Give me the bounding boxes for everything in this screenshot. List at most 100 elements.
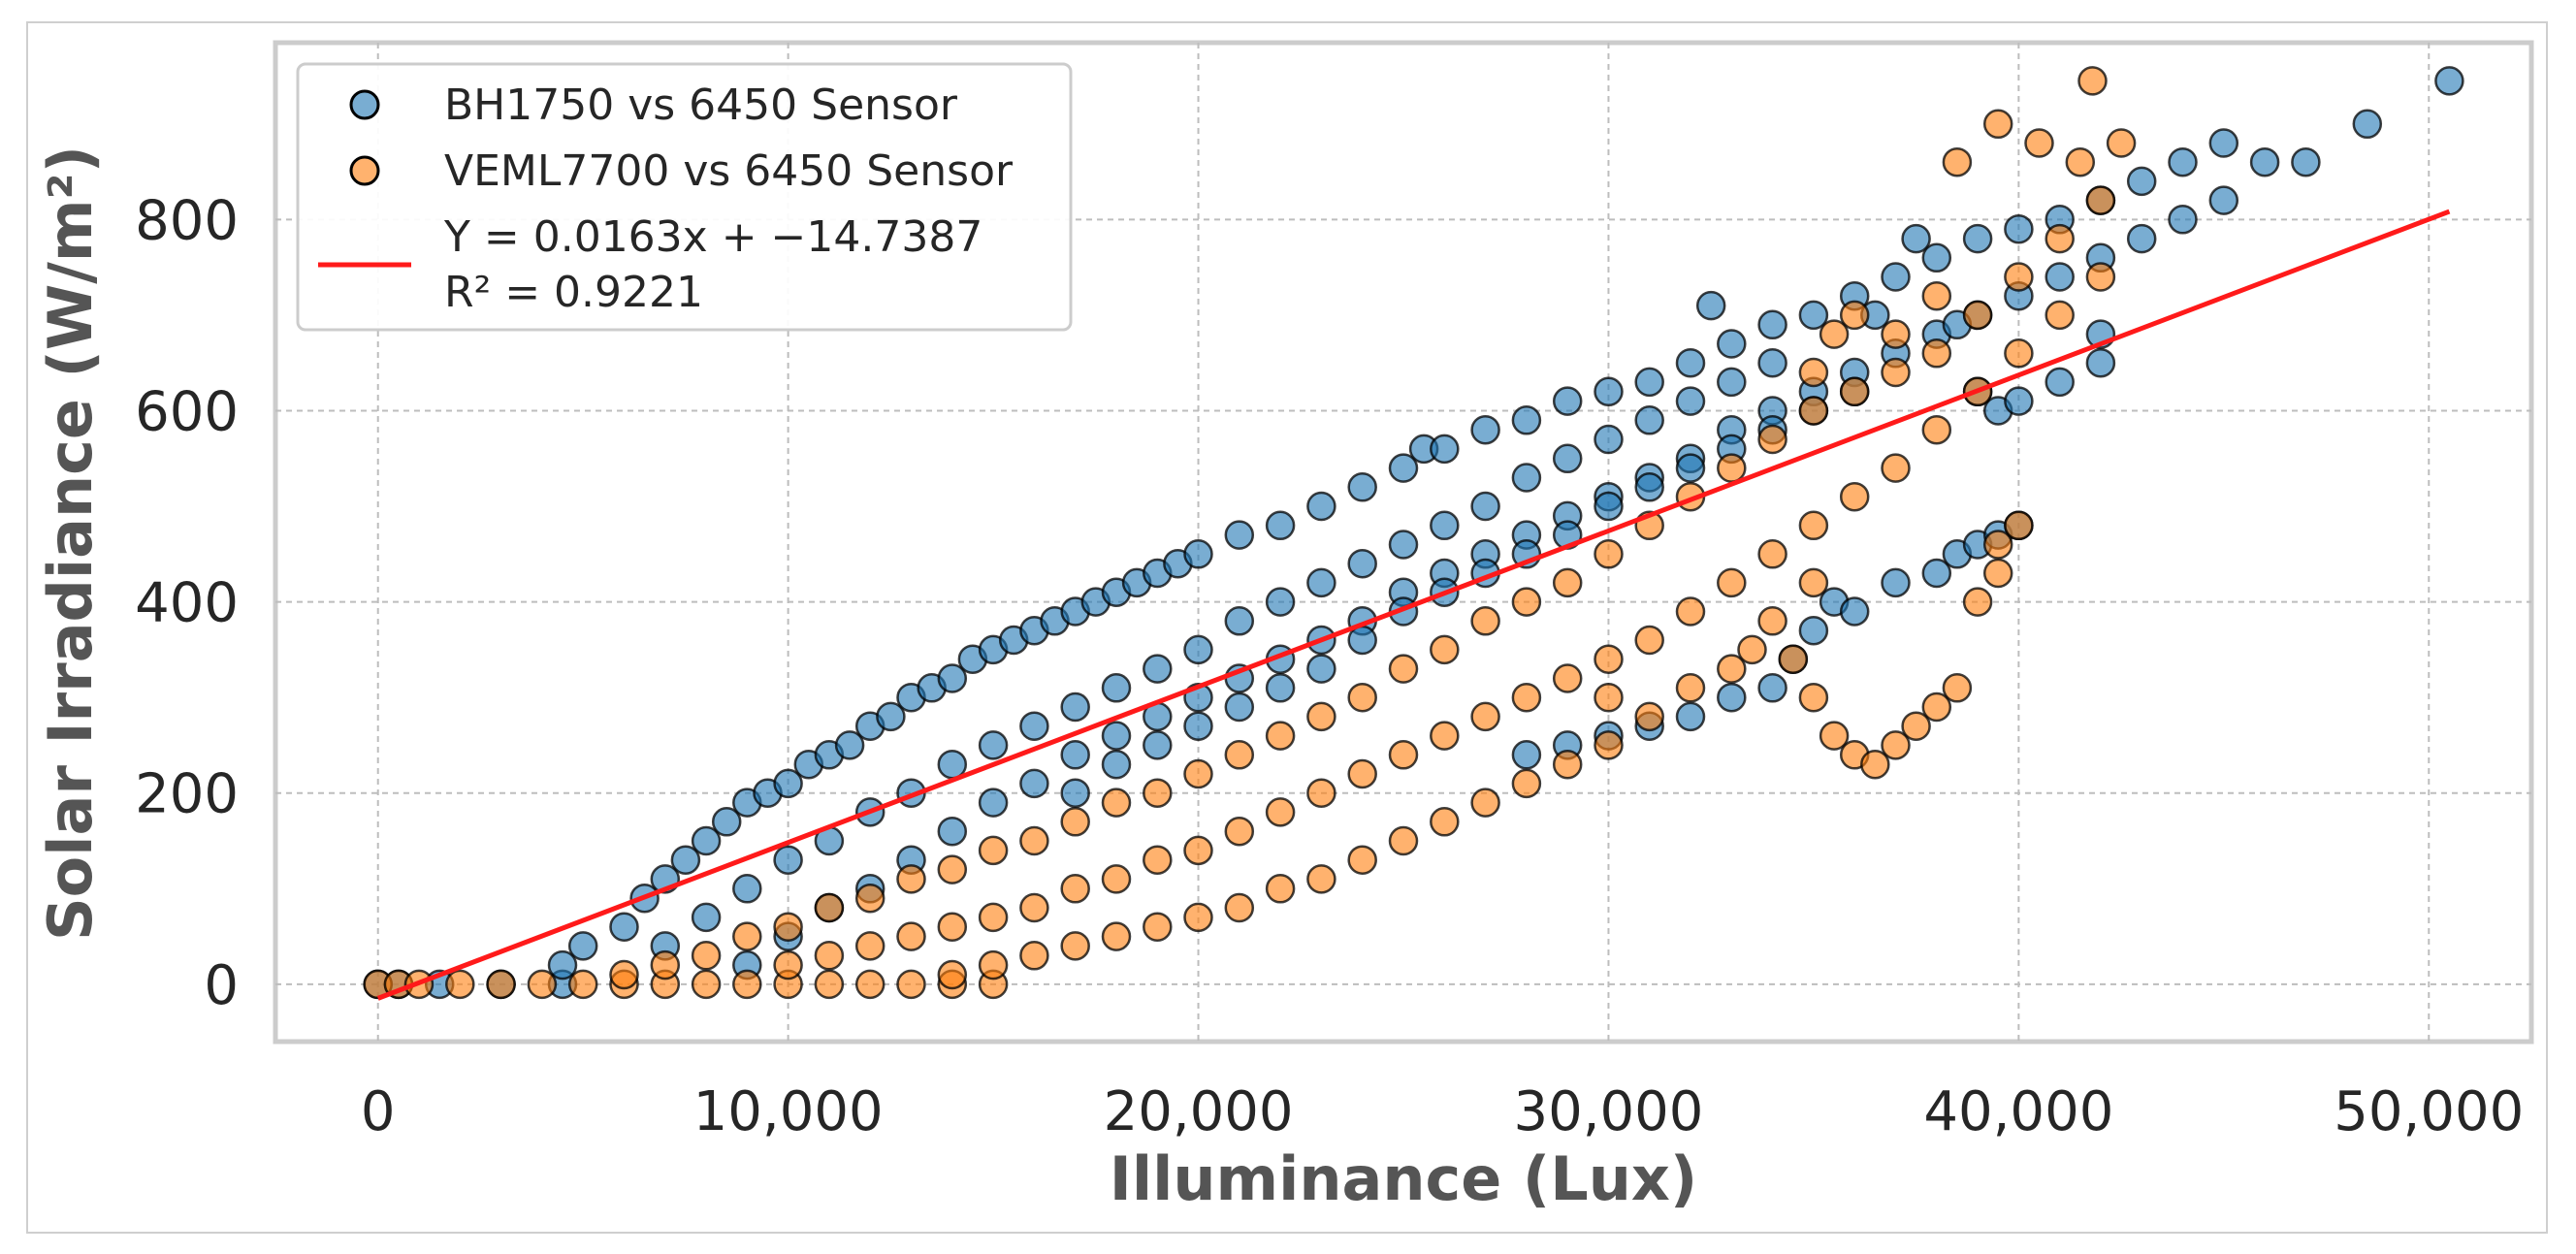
data-point [1962, 223, 1993, 254]
data-point [1798, 510, 1829, 541]
data-point [1921, 558, 1952, 589]
data-point [2249, 146, 2280, 177]
data-point [1717, 367, 1747, 398]
regression-line-group [376, 209, 2451, 1001]
data-point [691, 902, 722, 933]
data-point [1470, 701, 1500, 732]
data-point [1388, 825, 1419, 856]
data-point [2085, 262, 2116, 292]
data-point [773, 949, 803, 981]
y-tick-label: 600 [135, 380, 239, 443]
data-point [1881, 730, 1911, 760]
data-point [711, 807, 742, 837]
data-point [937, 816, 968, 847]
data-point [1265, 874, 1296, 904]
data-point [650, 949, 681, 981]
data-point [1511, 587, 1542, 617]
data-point [814, 941, 845, 971]
data-point [1224, 606, 1255, 636]
data-point [2352, 109, 2383, 140]
data-point [1901, 711, 1931, 741]
data-point [2126, 223, 2157, 254]
data-point [1224, 520, 1255, 550]
x-tick-label: 10,000 [693, 1080, 884, 1143]
data-point [896, 969, 926, 1000]
data-point [1982, 109, 2013, 140]
data-point [1265, 721, 1296, 751]
data-point [1881, 453, 1911, 483]
x-tick-label: 0 [361, 1080, 396, 1143]
data-point [2024, 128, 2054, 158]
data-point [1962, 587, 1993, 617]
data-point [1881, 319, 1911, 349]
data-point [1717, 453, 1747, 483]
data-point [1224, 691, 1255, 723]
x-tick-label: 20,000 [1104, 1080, 1294, 1143]
data-point [814, 969, 845, 1000]
data-point [1839, 596, 1870, 627]
x-axis-label: Illuminance (Lux) [1110, 1143, 1697, 1214]
legend-marker-bh1750 [349, 89, 380, 120]
data-point [1388, 654, 1419, 684]
data-point [445, 969, 475, 1000]
data-point [1347, 682, 1377, 713]
data-point [1060, 807, 1090, 837]
data-point [1594, 491, 1624, 522]
data-point [937, 663, 968, 693]
data-point [1511, 405, 1542, 435]
data-point [1594, 682, 1624, 713]
data-point [1634, 625, 1664, 656]
data-point [2085, 185, 2116, 215]
data-point [1265, 510, 1296, 541]
data-point [1675, 701, 1706, 732]
regression-line [376, 209, 2451, 1001]
data-point [1511, 740, 1542, 770]
data-point [1101, 673, 1132, 703]
y-axis-ticks: 0 200 400 600 800 [135, 189, 239, 1017]
data-point [1881, 262, 1911, 292]
y-tick-label: 400 [135, 572, 239, 635]
data-point [814, 892, 845, 923]
data-point [2434, 66, 2464, 96]
data-point [1594, 730, 1624, 760]
data-point [2077, 66, 2108, 96]
data-point [1901, 223, 1931, 254]
data-point [609, 912, 639, 942]
data-point [1388, 740, 1419, 770]
data-point [1511, 768, 1542, 799]
data-point [1224, 892, 1255, 923]
data-point [2168, 205, 2198, 235]
data-point [1183, 902, 1213, 933]
data-point [1717, 654, 1747, 684]
data-point [1511, 682, 1542, 713]
data-point [1798, 567, 1829, 598]
data-point [1921, 280, 1952, 311]
data-point [773, 768, 803, 799]
data-point [773, 912, 803, 942]
data-point [609, 959, 639, 990]
legend-label-regression-equation: Y = 0.0163x + −14.7387 [443, 212, 982, 262]
data-point [1430, 434, 1460, 465]
data-point [2126, 166, 2157, 197]
y-tick-label: 0 [204, 954, 239, 1017]
data-point [1757, 347, 1787, 378]
data-point [1060, 874, 1090, 904]
data-point [1921, 242, 1952, 273]
legend-box [296, 62, 1073, 332]
data-point [1265, 797, 1296, 827]
data-point [1347, 472, 1377, 502]
data-point [978, 788, 1009, 818]
data-point [670, 845, 701, 875]
data-point [1224, 816, 1255, 847]
data-point [937, 854, 968, 884]
data-point [1347, 548, 1377, 579]
data-point [1060, 740, 1090, 770]
data-point [2065, 146, 2096, 177]
data-point [1798, 682, 1829, 713]
data-point [1019, 711, 1049, 741]
data-point [1552, 567, 1583, 598]
data-point [1019, 892, 1049, 923]
data-point [937, 749, 968, 780]
data-point [1143, 778, 1173, 808]
